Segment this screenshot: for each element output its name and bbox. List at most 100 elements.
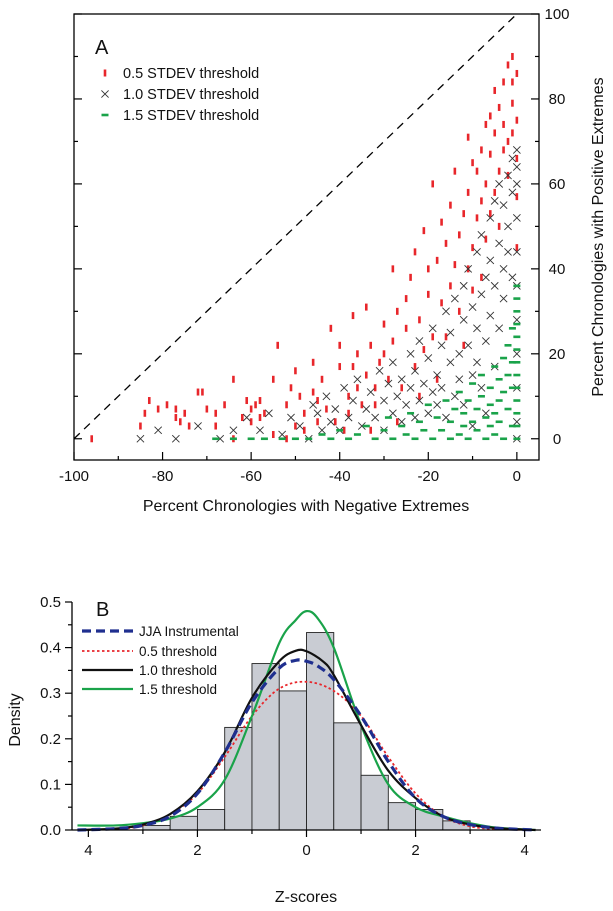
panel-a-point [263, 409, 266, 417]
panel-a-point [486, 256, 495, 265]
panel-a-point [512, 213, 521, 222]
panel-a-point [451, 407, 459, 411]
panel-a-point [515, 193, 519, 201]
panel-a-point [329, 324, 333, 332]
panel-a-point [440, 218, 443, 226]
panel-a-point [495, 179, 504, 188]
panel-a-frame [73, 13, 540, 461]
panel-a-point [201, 388, 204, 396]
panel-a-point [473, 428, 481, 432]
panel-a-point [183, 409, 187, 417]
panel-a-point [513, 386, 521, 390]
panel-a-point [513, 437, 521, 441]
panel-a-point [459, 281, 468, 290]
panel-b-histogram [142, 632, 471, 831]
panel-a-point [455, 349, 464, 358]
panel-a-point [345, 437, 353, 441]
panel-a-point [471, 244, 474, 252]
panel-a-x-axis-label: Percent Chronologies with Negative Extre… [143, 498, 469, 515]
panel-a-point [331, 405, 340, 413]
panel-a-point [393, 392, 402, 401]
panel-a-point [482, 437, 490, 441]
panel-a-point [285, 435, 288, 443]
panel-a-scatter: -100 -80 -60 -40 -20 0 0 20 40 60 80 100 A 0.5 STD… [59, 6, 607, 515]
panel-a-point [512, 162, 521, 171]
panel-b-x-tick-label: 4 [84, 842, 92, 859]
panel-a-point [249, 418, 253, 426]
panel-a-legend-marker [101, 113, 109, 117]
panel-a-point [477, 383, 486, 392]
panel-a-legend: 0.5 STDEV threshold 1.0 STDEV threshold 1.… [101, 66, 259, 124]
panel-a-point [497, 167, 501, 175]
panel-a-point [351, 312, 355, 320]
panel-a-point [212, 437, 220, 441]
panel-a-point [428, 388, 437, 396]
panel-a-point [506, 61, 510, 69]
panel-a-point [457, 307, 461, 315]
panel-a-point [488, 112, 492, 120]
panel-a-point [504, 222, 512, 231]
panel-b-y-axis-label: Density [7, 693, 24, 746]
panel-b-legend-label: 1.0 threshold [139, 663, 217, 678]
panel-a-legend-label: 1.0 STDEV threshold [123, 87, 259, 103]
panel-a-point [143, 409, 147, 417]
panel-a-point [446, 328, 455, 337]
panel-a-point [504, 247, 512, 256]
panel-a-point [482, 416, 490, 419]
panel-a-point [513, 373, 521, 377]
panel-a-point [402, 400, 411, 409]
panel-b-y-tick-label: 0.4 [40, 640, 61, 657]
panel-a-point [459, 400, 468, 409]
panel-a-point [495, 324, 504, 333]
panel-a-point [508, 154, 517, 163]
panel-a-point [338, 341, 342, 349]
panel-a-point [380, 428, 388, 432]
panel-a-point [311, 388, 315, 396]
panel-b-histogram-bar [251, 663, 280, 831]
panel-a-point [375, 366, 384, 375]
panel-b-histogram-bar [142, 824, 171, 831]
panel-a-point [411, 437, 419, 441]
panel-a-point [499, 201, 508, 210]
panel-a-point [512, 146, 521, 154]
panel-a-point [178, 418, 182, 426]
panel-a-point [424, 354, 433, 362]
panel-a-letter: A [95, 37, 109, 59]
panel-a-point [469, 420, 477, 424]
panel-a-point [196, 388, 200, 396]
panel-a-point [388, 409, 397, 418]
panel-a-point [415, 337, 424, 345]
panel-a-point [475, 214, 479, 222]
panel-a-x-tick-label: -20 [417, 468, 439, 485]
panel-a-point [453, 167, 457, 175]
panel-a-point [446, 437, 454, 441]
panel-a-point [344, 413, 353, 422]
panel-a-point [440, 299, 443, 307]
panel-a-point [468, 422, 477, 430]
panel-a-point [455, 433, 463, 436]
panel-b-letter: B [96, 599, 109, 621]
panel-b-legend-label: JJA Instrumental [139, 624, 239, 639]
panel-a-point [513, 284, 521, 288]
panel-a-x-tick-label: -100 [59, 468, 89, 485]
panel-a-point [433, 416, 441, 419]
panel-a-point [387, 375, 390, 383]
panel-a-point [446, 358, 455, 367]
panel-a-point [389, 437, 397, 441]
panel-a-point [511, 78, 514, 86]
panel-a-point [278, 430, 287, 439]
panel-a-x-axis: -100 -80 -60 -40 -20 0 [59, 452, 521, 485]
panel-a-point [426, 290, 430, 298]
panel-a-point [477, 373, 485, 377]
panel-a-point [194, 422, 202, 430]
panel-a-point [446, 420, 454, 424]
panel-a-point [484, 235, 488, 243]
panel-a-point [356, 384, 359, 392]
panel-a-point [409, 273, 412, 281]
panel-b-y-tick-label: 0.0 [40, 822, 61, 839]
panel-a-point [413, 363, 417, 371]
panel-a-point [382, 320, 386, 328]
panel-a-point [499, 264, 508, 273]
panel-a-point [369, 426, 373, 434]
